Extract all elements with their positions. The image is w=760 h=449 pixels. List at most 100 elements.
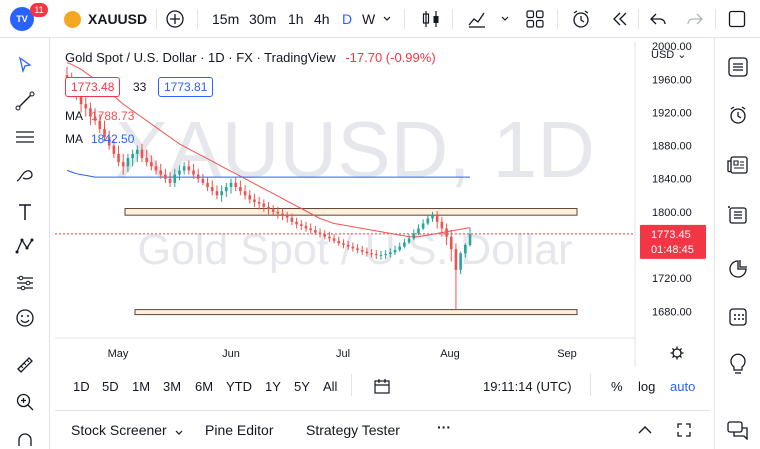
candle-body: [365, 251, 369, 254]
range-1d[interactable]: 1D: [73, 379, 90, 394]
candle: [112, 138, 116, 158]
range-all[interactable]: All: [323, 379, 338, 394]
tab-strategy-tester[interactable]: Strategy Tester: [306, 422, 400, 438]
more-tabs-button[interactable]: ···: [437, 419, 451, 435]
chart-settings-icon[interactable]: [670, 346, 684, 360]
percent-toggle[interactable]: %: [611, 379, 623, 394]
candle-body: [337, 240, 341, 244]
interval-1h[interactable]: 1h: [288, 11, 304, 27]
magnet-icon[interactable]: [13, 428, 37, 449]
candle: [192, 163, 195, 179]
maximize-panel-icon[interactable]: [676, 422, 692, 441]
range-6m[interactable]: 6M: [195, 379, 214, 394]
cursor-icon[interactable]: [13, 53, 37, 77]
candle-body: [314, 230, 317, 233]
bid-price-box[interactable]: 1773.48: [65, 77, 121, 97]
interval-d[interactable]: D: [342, 11, 353, 27]
candle-body: [117, 153, 120, 163]
candle-body: [281, 213, 284, 216]
candle: [187, 160, 191, 175]
trend-line-icon[interactable]: [13, 89, 37, 113]
candle-body: [449, 236, 453, 250]
candle-body: [178, 170, 181, 175]
log-toggle[interactable]: log: [638, 379, 656, 394]
range-ytd[interactable]: YTD: [226, 379, 252, 394]
indicators-dropdown-icon[interactable]: [500, 0, 510, 38]
chart-pane[interactable]: XAUUSD, 1D Gold Spot / U.S. Dollar USD ⌄ 2…: [55, 42, 710, 367]
candle: [454, 243, 458, 310]
fullscreen-icon[interactable]: [727, 0, 747, 38]
range-divider: [590, 374, 591, 396]
candle-body: [243, 191, 247, 196]
ma1-value: 1788.73: [91, 109, 135, 123]
emoji-icon[interactable]: [13, 306, 37, 330]
candle-body: [417, 228, 420, 234]
interval-dropdown-icon[interactable]: [382, 0, 392, 38]
range-5y[interactable]: 5Y: [294, 379, 310, 394]
range-5d[interactable]: 5D: [102, 379, 119, 394]
candles-icon[interactable]: [420, 0, 442, 38]
notification-badge[interactable]: 11: [30, 3, 48, 17]
auto-toggle[interactable]: auto: [670, 379, 696, 394]
watchlist-icon[interactable]: [725, 54, 751, 80]
candle: [229, 178, 233, 194]
lightbulb-icon[interactable]: [725, 351, 751, 377]
chart-legend: Gold Spot / U.S. Dollar · 1D · FX · Trad…: [65, 50, 436, 65]
interval-4h[interactable]: 4h: [314, 11, 330, 27]
calendar-icon[interactable]: [725, 303, 751, 329]
pattern-icon[interactable]: [13, 234, 37, 258]
price-chart[interactable]: XAUUSD, 1D Gold Spot / U.S. Dollar USD ⌄2…: [55, 42, 710, 367]
candle-body: [229, 182, 233, 187]
interval-w[interactable]: W: [362, 11, 376, 27]
undo-icon[interactable]: [648, 0, 668, 38]
goto-date-icon[interactable]: [373, 377, 391, 398]
candle: [356, 244, 359, 254]
text-tool-icon[interactable]: [13, 200, 37, 224]
logo-text: TV: [16, 14, 28, 24]
collapse-panel-icon[interactable]: [637, 423, 653, 439]
range-1y[interactable]: 1Y: [265, 379, 281, 394]
candle-body: [468, 234, 472, 245]
candle-body: [84, 104, 88, 109]
tab-stock-screener[interactable]: Stock Screener: [71, 422, 167, 438]
interval-30m[interactable]: 30m: [249, 11, 277, 27]
replay-icon[interactable]: [610, 0, 630, 38]
resistance-zone: [124, 208, 578, 216]
candle-body: [206, 182, 209, 187]
candle-body: [309, 228, 312, 231]
indicators-icon[interactable]: [466, 0, 488, 38]
chat-icon[interactable]: [725, 416, 751, 442]
interval-15m[interactable]: 15m: [212, 11, 240, 27]
candle: [370, 249, 373, 258]
ideas-icon[interactable]: [725, 202, 751, 228]
horizontal-lines-icon[interactable]: [13, 125, 37, 149]
redo-icon[interactable]: [685, 0, 705, 38]
range-1m[interactable]: 1M: [132, 379, 151, 394]
alarm-clock-icon[interactable]: [725, 102, 751, 128]
screener-dropdown-icon[interactable]: [174, 425, 184, 441]
brush-icon[interactable]: [13, 163, 37, 187]
candle-body: [426, 218, 430, 224]
utc-clock[interactable]: 19:11:14 (UTC): [483, 379, 572, 394]
candle-body: [248, 195, 252, 200]
candle-body: [196, 174, 200, 179]
candle: [164, 168, 167, 183]
candle-body: [182, 166, 186, 171]
tab-pine-editor[interactable]: Pine Editor: [205, 422, 274, 438]
candle: [271, 205, 275, 216]
zoom-in-icon[interactable]: [13, 390, 37, 414]
hotlist-icon[interactable]: [725, 256, 751, 282]
ruler-icon[interactable]: [13, 353, 37, 377]
candle-body: [220, 191, 223, 196]
symbol-search-button[interactable]: XAUUSD: [88, 11, 148, 27]
alert-clock-icon[interactable]: [570, 0, 592, 38]
candle-body: [271, 209, 275, 212]
forecast-icon[interactable]: [13, 271, 37, 295]
layout-grid-icon[interactable]: [525, 0, 545, 38]
candle-body: [370, 253, 373, 255]
news-icon[interactable]: [725, 152, 751, 178]
candle-body: [225, 187, 228, 192]
compare-add-icon[interactable]: [165, 0, 185, 38]
range-3m[interactable]: 3M: [163, 379, 182, 394]
ask-price-box[interactable]: 1773.81: [158, 77, 214, 97]
